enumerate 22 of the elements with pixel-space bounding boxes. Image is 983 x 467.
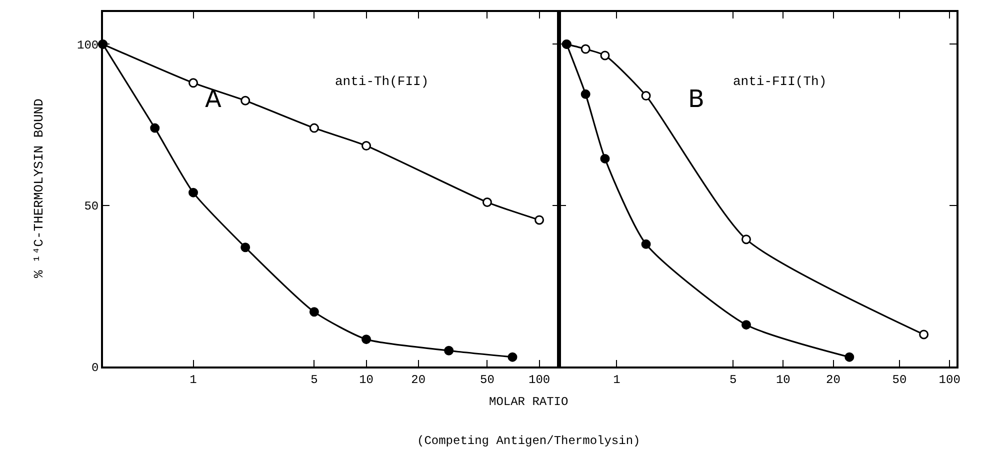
x-tick-label: 1 (190, 372, 197, 387)
x-tick-label: 5 (729, 372, 737, 387)
x-tick-label: 50 (480, 372, 494, 387)
x-tick-label: 20 (826, 372, 840, 387)
y-axis-title: % ¹⁴C-THERMOLYSIN BOUND (32, 98, 47, 278)
x-tick-label: 10 (776, 372, 790, 387)
y-tick-label: 0 (91, 360, 99, 375)
text: (Competing Antigen/Thermolysin) (417, 434, 640, 448)
x-tick-label: 100 (938, 372, 960, 387)
annotation: anti-FII(Th) (733, 74, 827, 89)
y-tick-label: 100 (77, 38, 99, 52)
x-tick-label: 5 (310, 372, 318, 387)
y-tick-label: 50 (84, 200, 99, 214)
text: B (688, 85, 704, 113)
x-axis-title: MOLAR RATIO (489, 395, 568, 409)
x-tick-label: 100 (528, 372, 550, 387)
x-tick-label: 1 (613, 372, 620, 387)
x-tick-label: 20 (411, 372, 426, 387)
x-tick-label: 10 (359, 372, 374, 387)
x-tick-label: 50 (892, 372, 907, 387)
text: A (205, 85, 222, 113)
annotation: anti-Th(FII) (335, 74, 429, 89)
